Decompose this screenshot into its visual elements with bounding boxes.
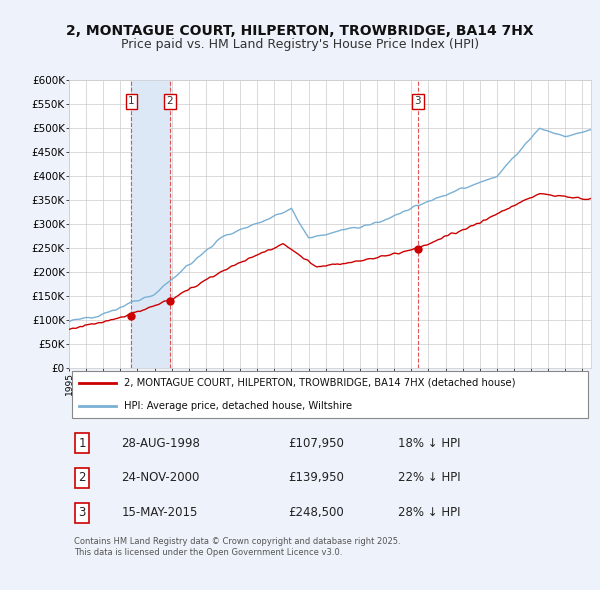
Text: 22% ↓ HPI: 22% ↓ HPI — [398, 471, 460, 484]
Text: 2, MONTAGUE COURT, HILPERTON, TROWBRIDGE, BA14 7HX: 2, MONTAGUE COURT, HILPERTON, TROWBRIDGE… — [66, 24, 534, 38]
Text: 15-MAY-2015: 15-MAY-2015 — [121, 506, 197, 519]
Text: 28% ↓ HPI: 28% ↓ HPI — [398, 506, 460, 519]
Bar — [131, 80, 170, 368]
Text: 3: 3 — [79, 506, 86, 519]
Text: 3: 3 — [415, 96, 421, 106]
Text: 2: 2 — [167, 96, 173, 106]
Text: £139,950: £139,950 — [288, 471, 344, 484]
Text: 18% ↓ HPI: 18% ↓ HPI — [398, 437, 460, 450]
Text: £248,500: £248,500 — [288, 506, 344, 519]
Text: 1: 1 — [128, 96, 135, 106]
Text: 28-AUG-1998: 28-AUG-1998 — [121, 437, 200, 450]
Text: HPI: Average price, detached house, Wiltshire: HPI: Average price, detached house, Wilt… — [124, 401, 352, 411]
Text: 24-NOV-2000: 24-NOV-2000 — [121, 471, 200, 484]
Text: 1: 1 — [78, 437, 86, 450]
Text: Contains HM Land Registry data © Crown copyright and database right 2025.
This d: Contains HM Land Registry data © Crown c… — [74, 537, 401, 557]
Text: £107,950: £107,950 — [288, 437, 344, 450]
Text: 2, MONTAGUE COURT, HILPERTON, TROWBRIDGE, BA14 7HX (detached house): 2, MONTAGUE COURT, HILPERTON, TROWBRIDGE… — [124, 378, 515, 388]
Text: 2: 2 — [78, 471, 86, 484]
Text: Price paid vs. HM Land Registry's House Price Index (HPI): Price paid vs. HM Land Registry's House … — [121, 38, 479, 51]
FancyBboxPatch shape — [71, 371, 589, 418]
